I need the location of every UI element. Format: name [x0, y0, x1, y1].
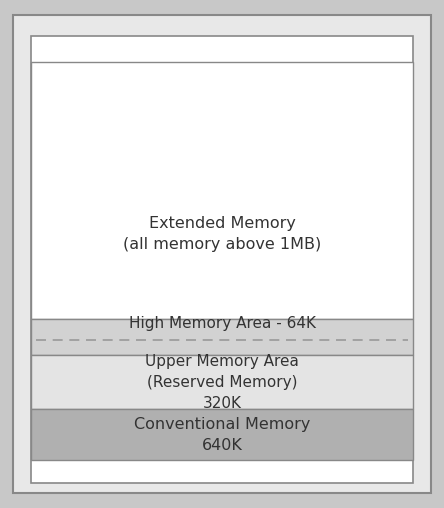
FancyBboxPatch shape: [31, 355, 413, 409]
Text: Upper Memory Area
(Reserved Memory)
320K: Upper Memory Area (Reserved Memory) 320K: [145, 354, 299, 410]
FancyBboxPatch shape: [31, 409, 413, 460]
Text: High Memory Area - 64K: High Memory Area - 64K: [128, 316, 316, 331]
Text: Conventional Memory
640K: Conventional Memory 640K: [134, 417, 310, 453]
FancyBboxPatch shape: [31, 62, 413, 320]
Text: Extended Memory
(all memory above 1MB): Extended Memory (all memory above 1MB): [123, 216, 321, 252]
FancyBboxPatch shape: [31, 36, 413, 483]
FancyBboxPatch shape: [31, 320, 413, 355]
FancyBboxPatch shape: [13, 15, 431, 493]
